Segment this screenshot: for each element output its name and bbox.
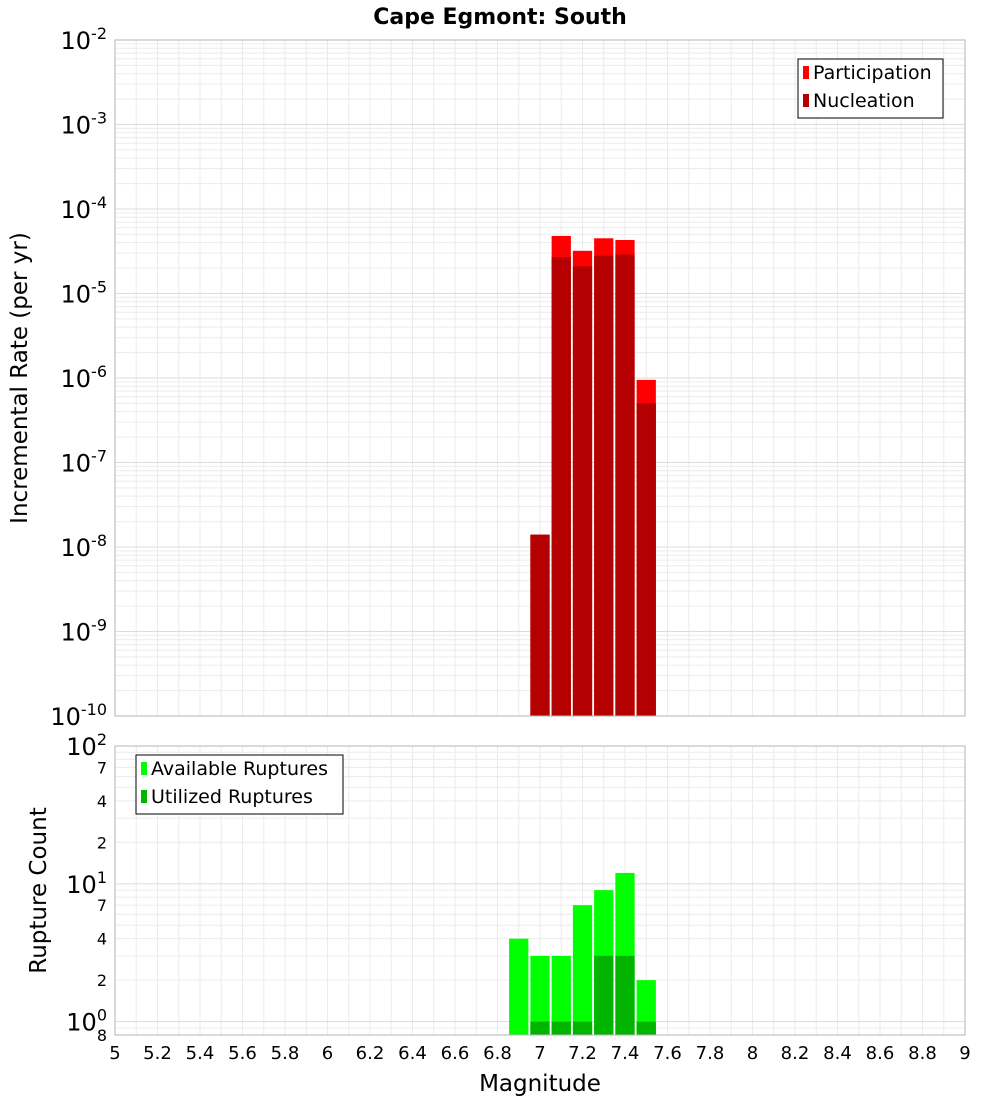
legend-swatch-0-0 bbox=[803, 66, 809, 79]
y-tick-label-0-2: 10-8 bbox=[61, 531, 108, 562]
x-tick-label-7: 6.4 bbox=[398, 1043, 427, 1064]
bar-0-1-1 bbox=[551, 257, 571, 716]
x-tick-label-17: 8.4 bbox=[823, 1043, 852, 1064]
x-tick-label-15: 8 bbox=[747, 1043, 758, 1064]
bar-0-1-5 bbox=[636, 403, 656, 716]
y-tick-label-1-4: 7 bbox=[97, 896, 107, 915]
bar-1-0-3 bbox=[572, 905, 593, 1035]
bar-0-1-3 bbox=[594, 255, 614, 716]
x-tick-label-3: 5.6 bbox=[228, 1043, 257, 1064]
x-tick-label-1: 5.2 bbox=[143, 1043, 172, 1064]
legend-label-0-0: Participation bbox=[813, 62, 932, 84]
x-tick-label-14: 7.8 bbox=[696, 1043, 725, 1064]
x-tick-label-18: 8.6 bbox=[866, 1043, 895, 1064]
y-tick-label-1-5: 101 bbox=[66, 868, 107, 899]
x-tick-label-10: 7 bbox=[534, 1043, 545, 1064]
y-tick-label-0-5: 10-5 bbox=[61, 278, 108, 309]
legend-label-1-1: Utilized Ruptures bbox=[151, 786, 313, 808]
y-tick-label-0-1: 10-9 bbox=[61, 616, 108, 647]
x-tick-label-8: 6.6 bbox=[441, 1043, 470, 1064]
x-tick-label-5: 6 bbox=[322, 1043, 333, 1064]
x-tick-label-2: 5.4 bbox=[186, 1043, 215, 1064]
y-tick-label-1-7: 4 bbox=[97, 792, 107, 811]
bar-1-1-1 bbox=[530, 1021, 550, 1035]
y-tick-label-1-8: 7 bbox=[97, 758, 107, 777]
legend-swatch-1-1 bbox=[141, 790, 147, 803]
plot-frame bbox=[114, 745, 966, 1036]
y-tick-labels: 10-10 10-9 10-8 10-7 10-6 10-5 10-4 10-3 10-2 bbox=[50, 24, 107, 731]
bar-1-1-2 bbox=[551, 1021, 571, 1035]
y-tick-label-0-7: 10-3 bbox=[61, 109, 108, 140]
x-tick-label-6: 6.2 bbox=[356, 1043, 385, 1064]
x-axis: 5 5.2 5.4 5.6 5.8 6 6.2 6.4 6.6 6.8 7 7.2 7.4 7.6 7.8 8… bbox=[109, 1043, 970, 1064]
x-tick-label-13: 7.6 bbox=[653, 1043, 682, 1064]
x-tick-label-9: 6.8 bbox=[483, 1043, 512, 1064]
y-tick-label-1-3: 4 bbox=[97, 930, 107, 949]
y-axis-label-1: Rupture Count bbox=[26, 807, 52, 973]
legend-label-0-1: Nucleation bbox=[813, 90, 915, 112]
rate-panel: 10-10 10-9 10-8 10-7 10-6 10-5 10-4 10-3 10-2 Inc… bbox=[7, 24, 966, 731]
x-tick-label-12: 7.4 bbox=[611, 1043, 640, 1064]
legend-label-1-0: Available Ruptures bbox=[151, 758, 328, 780]
bar-1-1-4 bbox=[594, 955, 614, 1035]
legend-swatch-0-1 bbox=[803, 94, 809, 107]
legend-box-1 bbox=[135, 754, 344, 815]
x-tick-label-19: 8.8 bbox=[908, 1043, 937, 1064]
bar-1-1-3 bbox=[572, 1021, 593, 1035]
bars bbox=[530, 235, 656, 717]
x-tick-label-11: 7.2 bbox=[568, 1043, 597, 1064]
legend-0: Participation Nucleation bbox=[797, 58, 944, 119]
bar-0-1-4 bbox=[615, 254, 635, 716]
legend-1: Available Ruptures Utilized Ruptures bbox=[135, 754, 344, 815]
chart-title: Cape Egmont: South bbox=[373, 5, 627, 30]
x-axis-label: Magnitude bbox=[479, 1071, 601, 1097]
y-axis-label-0: Incremental Rate (per yr) bbox=[7, 232, 33, 524]
legend-swatch-1-0 bbox=[141, 762, 147, 775]
y-tick-label-1-9: 102 bbox=[66, 730, 107, 761]
y-tick-label-1-2: 2 bbox=[97, 971, 107, 990]
x-tick-label-16: 8.2 bbox=[781, 1043, 810, 1064]
y-tick-label-1-6: 2 bbox=[97, 833, 107, 852]
y-tick-label-0-3: 10-7 bbox=[61, 447, 108, 478]
bar-1-1-5 bbox=[615, 955, 635, 1035]
bar-0-1-2 bbox=[572, 266, 593, 716]
y-tick-label-0-8: 10-2 bbox=[61, 24, 108, 55]
x-tick-label-0: 5 bbox=[109, 1043, 120, 1064]
y-tick-label-1-0: 8 bbox=[97, 1026, 107, 1045]
bar-1-0-2 bbox=[551, 955, 571, 1035]
bar-1-0-6 bbox=[636, 980, 656, 1035]
bar-1-0-1 bbox=[530, 955, 550, 1035]
y-tick-label-1-1: 100 bbox=[66, 1006, 107, 1037]
plot-frame bbox=[114, 39, 966, 717]
y-tick-label-0-6: 10-4 bbox=[61, 193, 108, 224]
legend-box-0 bbox=[797, 58, 944, 119]
y-tick-label-0-0: 10-10 bbox=[50, 700, 107, 731]
bar-0-1-0 bbox=[530, 534, 550, 716]
bar-1-0-0 bbox=[509, 938, 529, 1035]
y-tick-label-0-4: 10-6 bbox=[61, 362, 108, 393]
bar-1-1-6 bbox=[636, 1021, 656, 1035]
x-tick-label-20: 9 bbox=[959, 1043, 970, 1064]
bars bbox=[509, 872, 656, 1035]
x-tick-label-4: 5.8 bbox=[271, 1043, 300, 1064]
